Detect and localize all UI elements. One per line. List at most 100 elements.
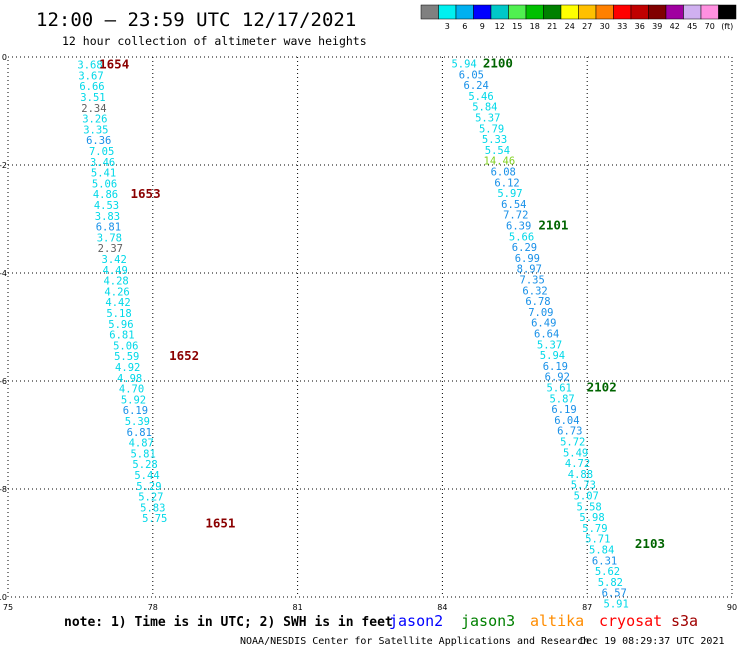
colorbar: 3 6 9 12 15 18 21 24 27 30 33 36 39 42 45 70 (ft)	[420, 4, 737, 31]
pass-number-label: 1653	[131, 186, 161, 201]
wave-height-value: 4.87	[129, 438, 154, 450]
wave-height-value: 3.35	[83, 124, 108, 136]
colorbar-swatch	[455, 4, 474, 20]
colorbar-swatch	[683, 4, 702, 20]
colorbar-swatch	[613, 4, 632, 20]
colorbar-label: 15	[512, 22, 522, 31]
wave-height-value: 5.39	[125, 416, 150, 428]
colorbar-label: 21	[547, 22, 557, 31]
wave-height-value: 6.36	[86, 135, 111, 147]
x-tick-label: 75	[3, 603, 13, 612]
wave-height-value: 6.24	[464, 80, 489, 92]
x-tick-label: 78	[148, 603, 158, 612]
wave-height-value: 5.73	[571, 480, 596, 492]
wave-height-value: 4.98	[117, 373, 142, 385]
colorbar-label: 12	[495, 22, 505, 31]
wave-height-value: 6.64	[534, 328, 559, 340]
wave-height-value: 4.70	[119, 384, 144, 396]
colorbar-swatch	[630, 4, 649, 20]
colorbar-label: 36	[635, 22, 645, 31]
wave-height-value: 3.26	[82, 114, 107, 126]
wave-height-value: 5.94	[540, 350, 565, 362]
wave-height-value: 4.26	[104, 286, 129, 298]
wave-height-value: 5.06	[113, 340, 138, 352]
wave-height-value: 6.81	[127, 427, 152, 439]
wave-height-value: 5.59	[114, 351, 139, 363]
wave-height-value: 6.19	[551, 404, 576, 416]
wave-height-value: 3.67	[78, 70, 103, 82]
axis-ticks: 75 78 81 84 87 90 0 -2 -4 -6 -8 -10	[0, 53, 737, 612]
wave-height-value: 14.46	[484, 156, 516, 168]
wave-height-value: 5.66	[509, 231, 534, 243]
wave-height-value: 5.44	[134, 470, 159, 482]
x-tick-label: 90	[727, 603, 737, 612]
legend-altika: altika	[530, 612, 584, 630]
wave-height-value: 6.73	[557, 426, 582, 438]
wave-height-value: 6.05	[459, 69, 484, 81]
wave-height-value: 5.98	[579, 512, 604, 524]
wave-height-value: 5.18	[106, 308, 131, 320]
footer-timestamp: Dec 19 08:29:37 UTC 2021	[580, 636, 725, 647]
satellite-legend: jason2 jason3 altika cryosat s3a	[389, 612, 698, 630]
wave-height-value: 5.84	[589, 544, 614, 556]
wave-height-value: 2.37	[98, 243, 123, 255]
colorbar-label: 24	[565, 22, 575, 31]
legend-jason3: jason3	[461, 612, 515, 630]
colorbar-swatch	[473, 4, 492, 20]
y-tick-label: -4	[0, 269, 7, 278]
colorbar-swatch	[560, 4, 579, 20]
wave-height-value: 5.37	[537, 339, 562, 351]
colorbar-label: 70	[705, 22, 715, 31]
wave-height-value: 6.81	[109, 330, 134, 342]
wave-height-value: 5.28	[132, 459, 157, 471]
colorbar-label: 30	[600, 22, 610, 31]
x-tick-label: 81	[293, 603, 303, 612]
colorbar-swatch	[718, 4, 737, 20]
wave-height-value: 5.29	[136, 481, 161, 493]
wave-height-value: 6.19	[543, 361, 568, 373]
wave-height-value: 7.09	[528, 307, 553, 319]
wave-height-value: 5.75	[142, 513, 167, 525]
footer-credit: NOAA/NESDIS Center for Satellite Applica…	[240, 636, 589, 647]
wave-height-value: 5.33	[482, 134, 507, 146]
colorbar-swatch	[665, 4, 684, 20]
y-tick-label: -6	[0, 377, 7, 386]
pass-number-label: 2103	[635, 536, 665, 551]
pass-number-label: 2101	[538, 217, 568, 232]
wave-height-value: 8.97	[517, 264, 542, 276]
wave-height-value: 5.97	[497, 188, 522, 200]
wave-height-value: 4.88	[568, 469, 593, 481]
colorbar-swatch	[648, 4, 667, 20]
wave-height-value: 6.66	[79, 81, 104, 93]
y-tick-label: -2	[0, 161, 7, 170]
colorbar-label: 6	[462, 22, 467, 31]
colorbar-swatch	[543, 4, 562, 20]
colorbar-label: 33	[617, 22, 627, 31]
wave-height-value: 5.96	[108, 319, 133, 331]
wave-height-value: 5.94	[451, 58, 476, 70]
colorbar-swatch	[525, 4, 544, 20]
colorbar-label: 45	[687, 22, 697, 31]
wave-height-value: 6.81	[96, 222, 121, 234]
wave-height-value: 6.49	[531, 318, 556, 330]
wave-height-value: 6.31	[592, 555, 617, 567]
pass-number-label: 1654	[99, 57, 129, 72]
colorbar-swatch	[490, 4, 509, 20]
wave-height-value: 5.46	[468, 91, 493, 103]
wave-height-value: 4.92	[115, 362, 140, 374]
wave-height-value: 6.54	[501, 199, 526, 211]
wave-height-value: 5.81	[130, 448, 155, 460]
wave-height-value: 6.92	[545, 372, 570, 384]
colorbar-label: 18	[530, 22, 540, 31]
wave-height-value: 3.68	[77, 60, 102, 72]
colorbar-swatch	[700, 4, 719, 20]
wave-height-value: 7.35	[520, 274, 545, 286]
x-tick-label: 87	[582, 603, 592, 612]
wave-height-value: 6.12	[494, 177, 519, 189]
wave-height-value: 6.57	[602, 588, 627, 600]
wave-height-value: 7.05	[89, 146, 114, 158]
colorbar-swatch	[508, 4, 527, 20]
wave-height-value: 6.32	[522, 285, 547, 297]
wave-height-value: 5.72	[560, 436, 585, 448]
wave-height-value: 5.27	[138, 492, 163, 504]
